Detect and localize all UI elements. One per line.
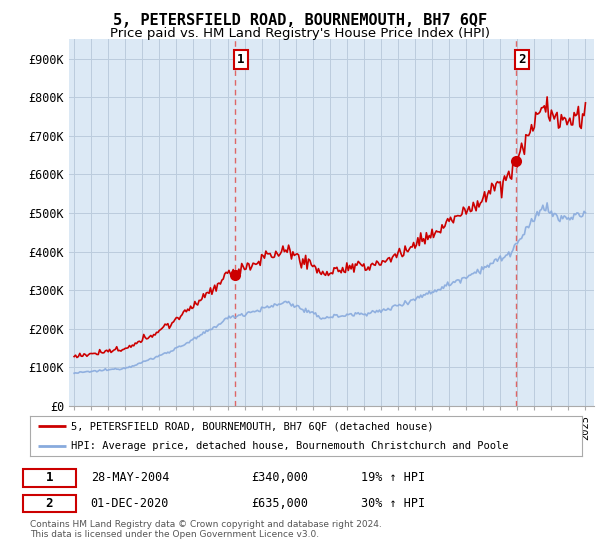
Text: 30% ↑ HPI: 30% ↑ HPI <box>361 497 425 510</box>
Text: 2: 2 <box>518 53 526 66</box>
Text: 19% ↑ HPI: 19% ↑ HPI <box>361 471 425 484</box>
Text: 5, PETERSFIELD ROAD, BOURNEMOUTH, BH7 6QF: 5, PETERSFIELD ROAD, BOURNEMOUTH, BH7 6Q… <box>113 13 487 28</box>
Text: £635,000: £635,000 <box>251 497 308 510</box>
Text: 5, PETERSFIELD ROAD, BOURNEMOUTH, BH7 6QF (detached house): 5, PETERSFIELD ROAD, BOURNEMOUTH, BH7 6Q… <box>71 421 434 431</box>
FancyBboxPatch shape <box>23 494 76 512</box>
Text: Contains HM Land Registry data © Crown copyright and database right 2024.
This d: Contains HM Land Registry data © Crown c… <box>30 520 382 539</box>
FancyBboxPatch shape <box>23 469 76 487</box>
Text: 1: 1 <box>46 471 53 484</box>
Text: £340,000: £340,000 <box>251 471 308 484</box>
Text: 1: 1 <box>237 53 245 66</box>
Text: 2: 2 <box>46 497 53 510</box>
Text: 01-DEC-2020: 01-DEC-2020 <box>91 497 169 510</box>
Text: HPI: Average price, detached house, Bournemouth Christchurch and Poole: HPI: Average price, detached house, Bour… <box>71 441 509 451</box>
Text: Price paid vs. HM Land Registry's House Price Index (HPI): Price paid vs. HM Land Registry's House … <box>110 27 490 40</box>
Text: 28-MAY-2004: 28-MAY-2004 <box>91 471 169 484</box>
